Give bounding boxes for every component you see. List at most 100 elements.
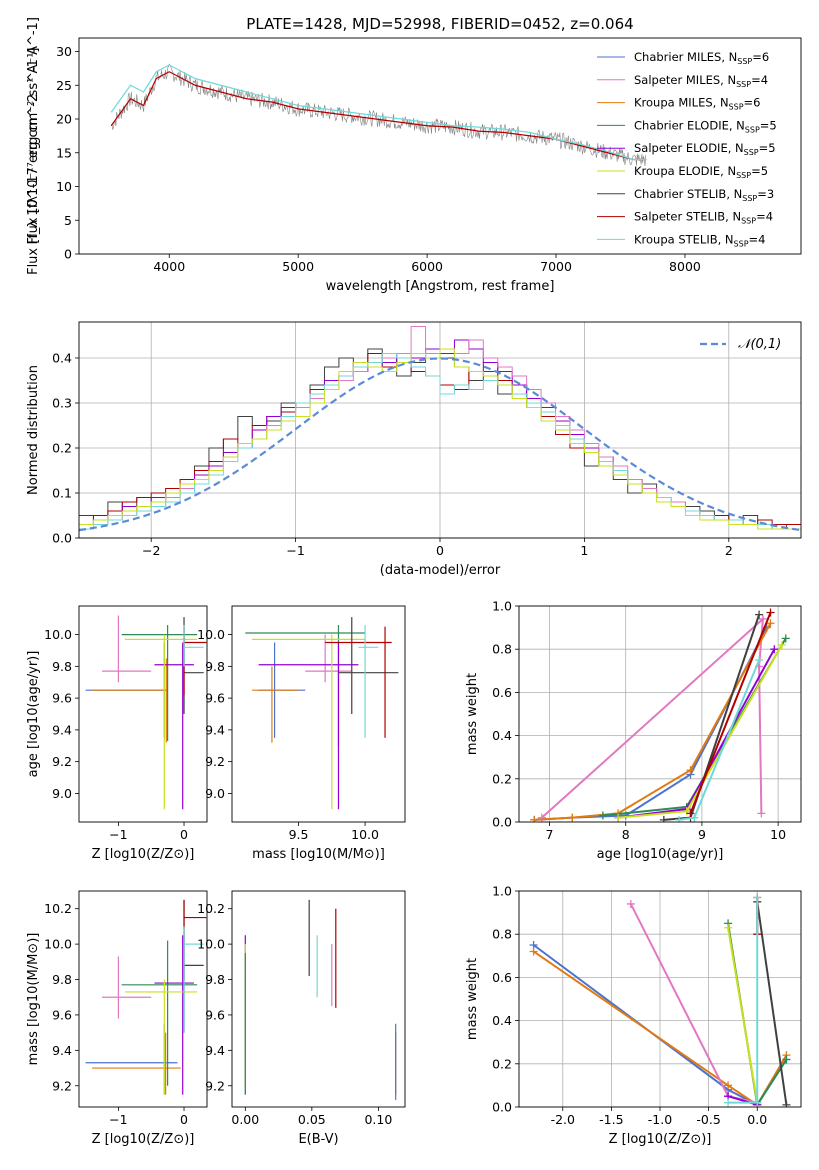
- mass-weight-marker: [781, 634, 790, 643]
- y-tick-label: 9.6: [52, 1007, 72, 1022]
- spectrum-legend: Chabrier MILES, NSSP=6 Salpeter MILES, NS…: [597, 50, 777, 248]
- mass-weight-line: [689, 612, 772, 814]
- legend-label: Salpeter ELODIE, NSSP=5: [634, 141, 776, 157]
- x-axis-label: Z [log10(Z/Z⊙)]: [609, 1132, 712, 1147]
- x-tick-label: -2.0: [551, 1112, 575, 1127]
- y-tick-label: 9.2: [205, 754, 225, 769]
- x-tick-label: 9: [698, 827, 706, 842]
- mass-weight-marker: [724, 1098, 733, 1107]
- legend-label: Chabrier STELIB, NSSP=3: [634, 187, 774, 203]
- axes-frame: [78, 890, 208, 1108]
- residual-histogram-panel: −2 −1 0 1 2 0.0 0.1 0.2 0.3 0.4 (data-model)/error…: [26, 321, 802, 578]
- y-axis-label: mass weight: [465, 673, 480, 755]
- figure-title: PLATE=1428, MJD=52998, FIBERID=0452, z=0…: [246, 15, 633, 33]
- y-tick-label: 0.4: [52, 351, 72, 366]
- observed-spectrum: [110, 63, 647, 167]
- mass-weight-marker: [753, 893, 762, 902]
- y-tick-label: 10.0: [44, 937, 72, 952]
- y-tick-label: 25: [56, 78, 72, 93]
- mass-weight-marker: [529, 947, 538, 956]
- x-axis-label: Z [log10(Z/Z⊙)]: [92, 1132, 195, 1147]
- mass-weight-marker: [755, 656, 764, 664]
- x-axis-label: age [log10(age/yr)]: [597, 847, 724, 862]
- legend-label: Salpeter MILES, NSSP=4: [634, 73, 768, 89]
- mass-weight-marker: [614, 813, 623, 822]
- x-tick-label: 8000: [669, 259, 701, 274]
- mass-weight-marker: [626, 899, 635, 908]
- legend-label: Salpeter STELIB, NSSP=4: [634, 210, 773, 226]
- mass-weight-marker: [724, 1081, 733, 1090]
- x-tick-label: 0: [436, 543, 444, 558]
- mass-weight-marker: [686, 809, 695, 818]
- x-tick-label: -0.5: [696, 1112, 720, 1127]
- x-tick-label: 0.10: [364, 1112, 392, 1127]
- y-tick-label: 0.0: [492, 1100, 512, 1115]
- y-tick-label: 0.8: [492, 927, 512, 942]
- y-tick-label: 0.2: [492, 1056, 512, 1071]
- x-tick-label: 2: [725, 543, 733, 558]
- mass-weight-marker: [770, 645, 779, 654]
- x-tick-label: −1: [286, 543, 304, 558]
- x-tick-label: −1: [109, 827, 127, 842]
- y-tick-label: 9.4: [52, 722, 72, 737]
- y-tick-label: 9.6: [205, 691, 225, 706]
- mass-weight-marker: [659, 815, 668, 822]
- mass-weight-line: [541, 616, 765, 819]
- plot-area: [85, 615, 207, 810]
- model-spectrum-line: [110, 64, 647, 161]
- y-tick-label: 1.0: [492, 884, 512, 899]
- mass-weight-line: [617, 648, 776, 819]
- y-axis-label: Normed distribution: [26, 365, 41, 495]
- mass-weight-marker: [757, 809, 766, 818]
- mass-weight-marker: [777, 640, 786, 649]
- y-tick-label: 9.4: [205, 722, 225, 737]
- mass-weight-line: [727, 927, 759, 1103]
- y-tick-label: 15: [56, 145, 72, 160]
- x-tick-label: 7: [546, 827, 554, 842]
- y-tick-label: 0.2: [52, 441, 72, 456]
- y-tick-label: 9.2: [52, 1078, 72, 1093]
- x-tick-label: 1: [580, 543, 588, 558]
- legend-label: Chabrier MILES, NSSP=6: [634, 50, 769, 66]
- histogram-step: [79, 348, 801, 530]
- plot-area: [245, 617, 399, 810]
- plot-area: [79, 326, 801, 532]
- x-tick-label: 0.05: [298, 1112, 326, 1127]
- mass-weight-marker: [530, 815, 539, 822]
- y-axis-label: mass weight: [465, 958, 480, 1040]
- y-tick-label: 9.4: [205, 1043, 225, 1058]
- x-tick-label: 4000: [153, 259, 185, 274]
- y-tick-label: 9.8: [205, 972, 225, 987]
- age-vs-mass-panel: 9.5 10.0 9.0 9.2 9.4 9.6 9.8 10.0 mass [log10(M/…: [197, 605, 406, 862]
- y-axis-label: Flux [fλ10⁻¹⁷ erg cm⁻² s⁻¹ A⁻¹]: [26, 48, 41, 245]
- y-tick-label: 9.8: [205, 659, 225, 674]
- y-tick-label: 0.0: [492, 815, 512, 830]
- mass-weight-marker: [766, 608, 775, 617]
- axes-frame: [518, 605, 802, 823]
- y-tick-label: 0: [64, 247, 72, 262]
- x-tick-label: 0.0: [747, 1112, 767, 1127]
- legend-label: Chabrier ELODIE, NSSP=5: [634, 118, 777, 134]
- age-vs-metallicity-panel: −1 0 9.0 9.2 9.4 9.6 9.8 10.0 Z [log10(Z/Z⊙)] age…: [26, 605, 208, 862]
- y-axis-label: mass [log10(M/M⊙)]: [26, 933, 41, 1066]
- y-tick-label: 10.0: [197, 937, 225, 952]
- x-tick-label: 0.00: [231, 1112, 259, 1127]
- axes-frame: [78, 37, 802, 255]
- mass-vs-ebv-panel: 0.00 0.05 0.10 9.2 9.4 9.6 9.8 10.0 10.2 E(B-V): [197, 890, 406, 1147]
- plot-area: [244, 899, 397, 1100]
- y-tick-label: 10.0: [197, 627, 225, 642]
- y-tick-label: 9.0: [52, 786, 72, 801]
- x-axis-label: Z [log10(Z/Z⊙)]: [92, 847, 195, 862]
- y-axis-label: age [log10(age/yr)]: [26, 651, 41, 778]
- plot-area: [529, 893, 791, 1107]
- mass-weight-marker: [753, 1098, 762, 1107]
- mass-weight-vs-metallicity-panel: -2.0 -1.5 -1.0 -0.5 0.0 0.0 0.2 0.4 0.6 0.8 1.0 Z […: [465, 884, 802, 1147]
- spectrum-panel: 4000 5000 6000 7000 8000 0 5 10 15 20 25 30 waveleng…: [26, 17, 802, 294]
- y-tick-label: 9.2: [205, 1078, 225, 1093]
- y-tick-label: 0.6: [492, 685, 512, 700]
- mass-weight-marker: [686, 766, 695, 775]
- plot-area: [530, 608, 790, 822]
- x-tick-label: 6000: [411, 259, 443, 274]
- y-tick-label: 5: [64, 213, 72, 228]
